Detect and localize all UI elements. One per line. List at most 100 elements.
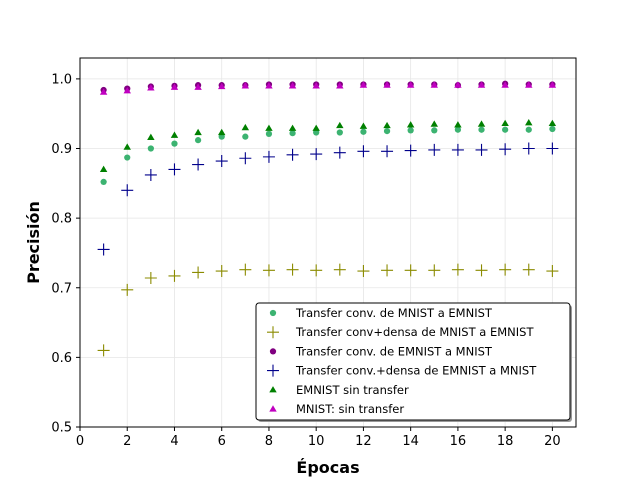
data-point <box>192 266 205 279</box>
data-point <box>262 264 275 277</box>
legend: Transfer conv. de MNIST a EMNIST Transfer… <box>255 302 572 422</box>
data-point <box>215 265 228 278</box>
data-point <box>525 119 533 126</box>
data-point <box>336 82 344 89</box>
data-point <box>144 272 157 285</box>
x-tick-label: 0 <box>76 434 84 449</box>
x-tick-label: 8 <box>265 434 273 449</box>
data-point <box>124 154 131 161</box>
x-tick-label: 20 <box>544 434 561 449</box>
data-point <box>478 126 485 133</box>
data-point <box>475 143 488 156</box>
data-point <box>218 133 225 140</box>
data-point <box>406 81 415 88</box>
data-point <box>407 127 414 134</box>
data-point <box>430 81 439 88</box>
y-tick-label: 0.8 <box>51 212 72 227</box>
data-point <box>404 144 417 157</box>
data-point <box>265 130 273 138</box>
y-tick-label: 1.0 <box>51 72 72 87</box>
data-point <box>269 405 277 412</box>
data-point <box>171 140 178 147</box>
series-0 <box>100 125 556 186</box>
data-point <box>286 263 299 276</box>
data-point <box>217 82 226 90</box>
legend-label: Transfer conv. de MNIST a EMNIST <box>295 306 493 320</box>
data-point <box>428 143 441 156</box>
y-tick-label: 0.7 <box>51 281 72 296</box>
data-point <box>499 143 512 156</box>
y-tick-label: 0.6 <box>51 351 72 366</box>
data-point <box>123 143 131 150</box>
data-point <box>406 121 415 128</box>
data-point <box>451 263 464 276</box>
data-point <box>333 263 346 276</box>
data-point <box>428 264 441 277</box>
data-point <box>269 386 277 393</box>
data-point <box>477 81 486 88</box>
data-point <box>454 121 462 128</box>
data-point <box>144 168 157 181</box>
x-tick-label: 10 <box>308 434 325 449</box>
x-axis-title: Épocas <box>296 458 359 477</box>
data-point <box>336 129 343 136</box>
data-point <box>475 264 488 277</box>
y-axis-title: Precisión <box>24 201 43 284</box>
x-tick-label: 14 <box>402 434 419 449</box>
data-point <box>217 128 226 136</box>
data-point <box>501 81 509 88</box>
data-point <box>288 82 297 89</box>
x-tick-label: 12 <box>355 434 372 449</box>
data-point <box>546 265 559 278</box>
data-point <box>121 283 134 296</box>
legend-box <box>255 302 571 421</box>
x-tick-label: 2 <box>123 434 131 449</box>
data-point <box>289 130 296 137</box>
legend-label: EMNIST sin transfer <box>296 383 409 397</box>
data-point <box>121 184 134 197</box>
data-point <box>192 158 205 171</box>
data-point <box>170 83 179 90</box>
data-point <box>99 165 108 173</box>
data-point <box>502 126 509 133</box>
data-point <box>170 131 179 138</box>
data-point <box>242 133 249 140</box>
data-point <box>97 344 110 357</box>
data-point <box>241 123 250 131</box>
data-point <box>241 82 250 89</box>
legend-label: MNIST: sin transfer <box>296 402 404 416</box>
data-point <box>381 145 394 158</box>
data-point <box>215 155 228 168</box>
data-point <box>168 163 181 176</box>
data-point <box>147 84 155 91</box>
legend-label: Transfer conv+densa de MNIST a EMNIST <box>295 325 534 339</box>
data-point <box>99 88 108 95</box>
data-point <box>288 124 297 131</box>
legend-label: Transfer conv. de EMNIST a MNIST <box>295 344 493 358</box>
data-point <box>333 146 346 159</box>
series-1 <box>97 263 559 357</box>
data-point <box>499 263 512 276</box>
plot-frame <box>79 57 577 428</box>
data-point <box>525 126 532 133</box>
data-point <box>522 142 535 155</box>
data-point <box>383 81 391 88</box>
data-point <box>359 122 368 129</box>
data-point <box>383 127 391 135</box>
data-point <box>262 150 275 163</box>
data-point <box>97 243 110 256</box>
data-point <box>546 142 559 155</box>
data-point <box>548 81 557 88</box>
data-point <box>360 128 367 135</box>
data-point <box>381 264 394 277</box>
series-5 <box>99 81 557 95</box>
data-point <box>267 364 279 377</box>
data-point <box>501 119 509 127</box>
data-point <box>477 120 486 127</box>
data-point <box>265 82 273 89</box>
data-point <box>549 125 556 133</box>
x-tick-label: 18 <box>497 434 514 449</box>
data-point <box>522 263 535 276</box>
data-point <box>194 128 202 136</box>
